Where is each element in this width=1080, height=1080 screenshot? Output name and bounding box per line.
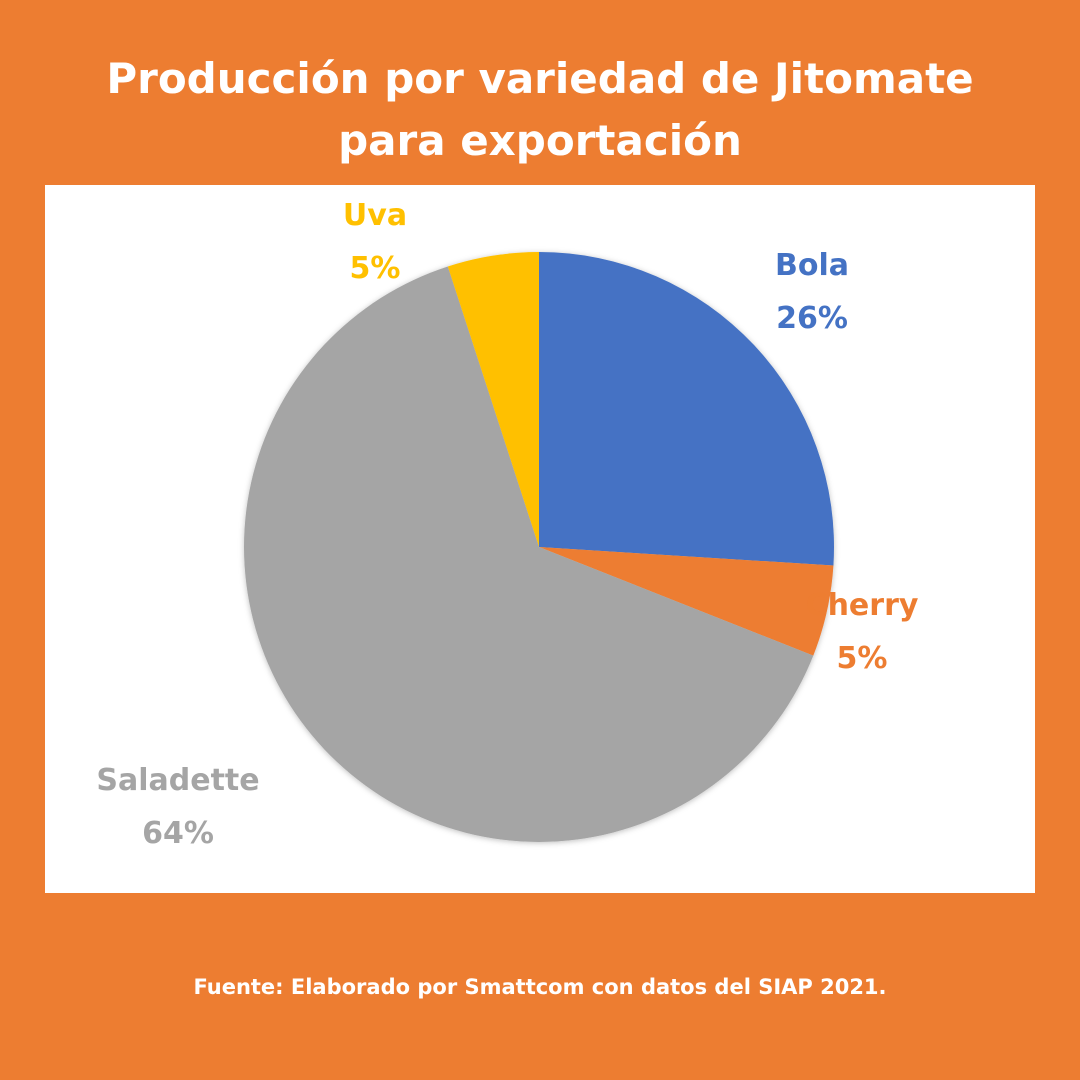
slice-value-cherry: 5% (837, 641, 888, 676)
chart-title: Producción por variedad de Jitomate para… (0, 48, 1080, 172)
slice-label-uva: Uva (343, 198, 407, 233)
slice-value-bola: 26% (776, 301, 848, 336)
slice-value-uva: 5% (350, 251, 401, 286)
slice-value-saladette: 64% (142, 816, 214, 851)
slice-label-bola: Bola (775, 248, 849, 283)
pie-slice-cherry (539, 547, 834, 656)
slice-label-saladette: Saladette (96, 763, 259, 798)
title-line-2: para exportación (338, 116, 742, 165)
pie-slice-saladette (243, 266, 814, 842)
pie-chart: Bola 26% Cherry 5% Saladette 64% Uva 5% (96, 198, 919, 851)
title-line-1: Producción por variedad de Jitomate (106, 54, 974, 103)
pie-slice-uva (447, 252, 539, 547)
slice-label-cherry: Cherry (806, 588, 919, 623)
source-footer: Fuente: Elaborado por Smattcom con datos… (193, 975, 887, 999)
chart-panel: Bola 26% Cherry 5% Saladette 64% Uva 5% (45, 185, 1035, 893)
pie-slice-bola (539, 252, 835, 566)
